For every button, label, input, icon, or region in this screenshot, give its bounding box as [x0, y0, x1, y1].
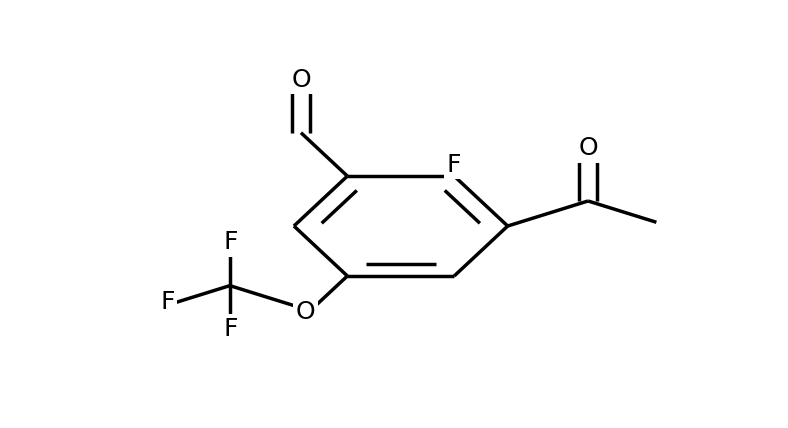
Text: O: O [578, 136, 598, 160]
Text: F: F [160, 289, 175, 314]
Text: O: O [296, 300, 315, 324]
Text: F: F [224, 317, 238, 341]
Text: O: O [291, 68, 310, 92]
Text: F: F [224, 230, 238, 254]
Text: F: F [447, 152, 462, 176]
